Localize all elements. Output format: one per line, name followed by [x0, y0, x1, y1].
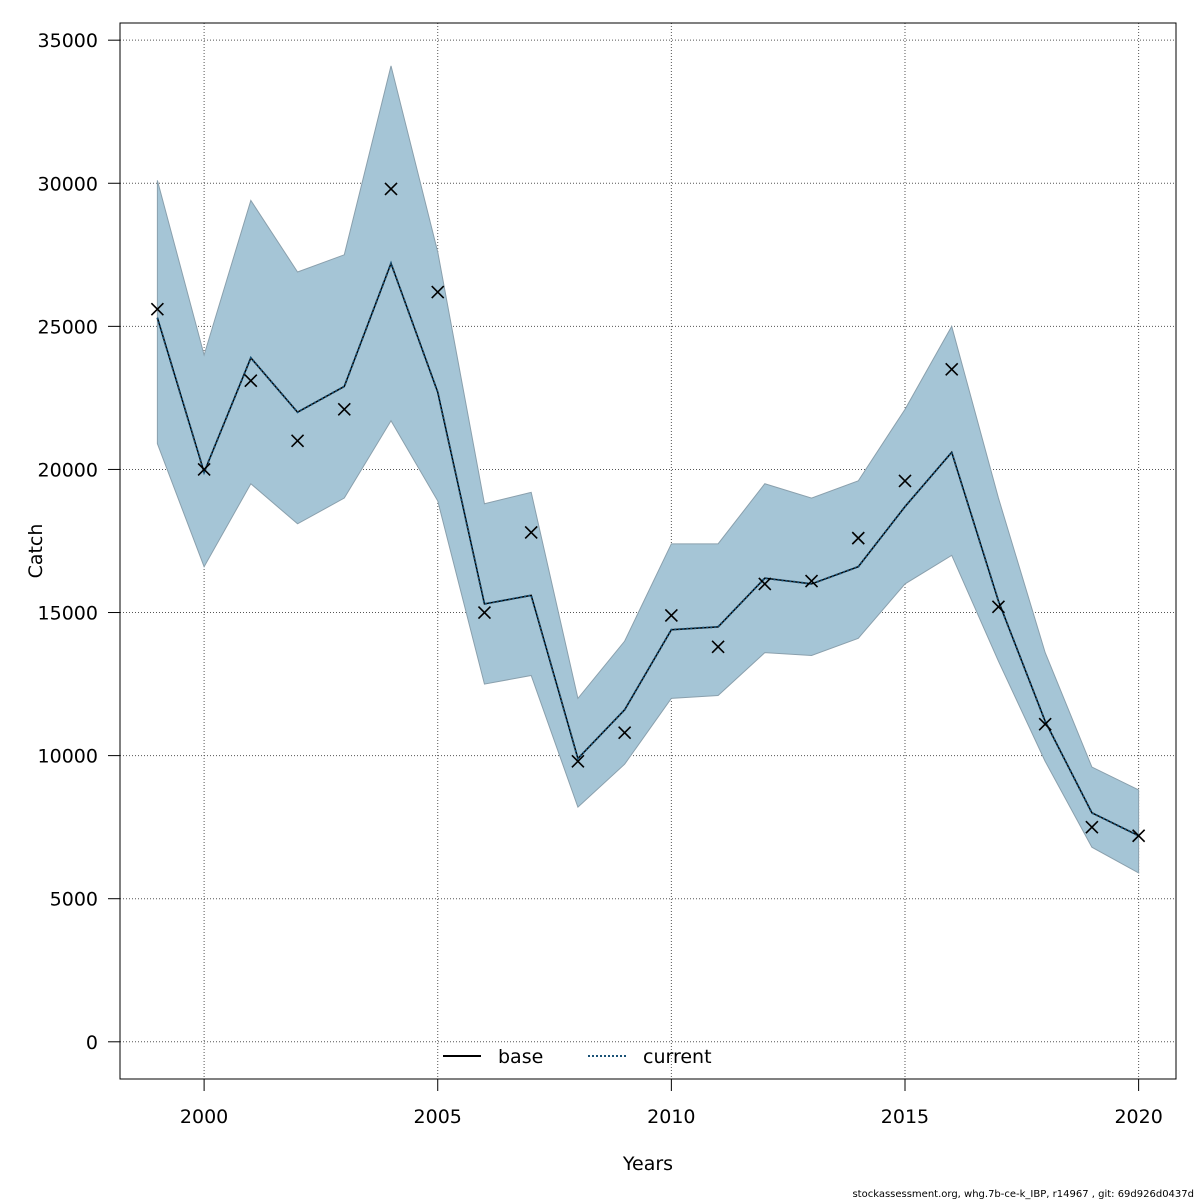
grid-lines: [120, 23, 1176, 1079]
observed-point: [1132, 829, 1146, 843]
observed-point: [758, 577, 772, 591]
observed-markers: [150, 182, 1146, 843]
y-tick-label: 25000: [38, 316, 98, 338]
confidence-band-area: [156, 65, 1140, 874]
y-tick-label: 15000: [38, 603, 98, 625]
observed-point: [431, 285, 445, 299]
y-tick-label: 35000: [38, 30, 98, 52]
x-tick-label: 2010: [647, 1106, 695, 1128]
y-tick-label: 20000: [38, 459, 98, 481]
series-line-current: [156, 260, 1140, 837]
observed-point: [197, 462, 211, 477]
y-axis-title: Catch: [25, 524, 47, 579]
y-tick-label: 0: [86, 1032, 98, 1054]
legend: base current: [443, 1046, 712, 1068]
observed-point: [991, 600, 1006, 614]
y-tick-label: 5000: [50, 889, 98, 911]
observed-point: [711, 640, 725, 654]
observed-point: [851, 531, 865, 545]
observed-point: [898, 474, 912, 488]
x-tick-label: 2015: [881, 1106, 929, 1128]
observed-point: [290, 434, 305, 448]
observed-point: [804, 574, 819, 588]
axes: 0 5000 10000 15000 20000 25000 30000 35000 2000 2…: [38, 30, 1163, 1128]
footer-text: stockassessment.org, whg.7b-ce-k_IBP, r1…: [852, 1189, 1194, 1200]
observed-point: [1038, 717, 1052, 731]
observed-point: [664, 608, 678, 622]
y-tick-label: 30000: [38, 173, 98, 195]
y-tick-label: 10000: [38, 746, 98, 768]
observed-point: [618, 726, 632, 740]
observed-point: [477, 605, 492, 620]
legend-label-base: base: [498, 1046, 543, 1068]
legend-label-current: current: [643, 1046, 712, 1068]
observed-point: [524, 525, 538, 539]
plot-frame: [119, 22, 1177, 1080]
observed-point: [571, 754, 585, 768]
x-tick-label: 2020: [1114, 1106, 1162, 1128]
confidence-band: [156, 65, 1140, 874]
series-lines: [156, 260, 1140, 837]
x-tick-label: 2000: [180, 1106, 228, 1128]
observed-point: [150, 302, 164, 316]
x-axis-title: Years: [622, 1153, 673, 1175]
observed-point: [945, 362, 959, 376]
observed-point: [337, 402, 351, 416]
observed-point: [244, 374, 258, 388]
x-tick-label: 2005: [414, 1106, 462, 1128]
observed-point: [384, 182, 398, 196]
observed-point: [1085, 820, 1099, 834]
